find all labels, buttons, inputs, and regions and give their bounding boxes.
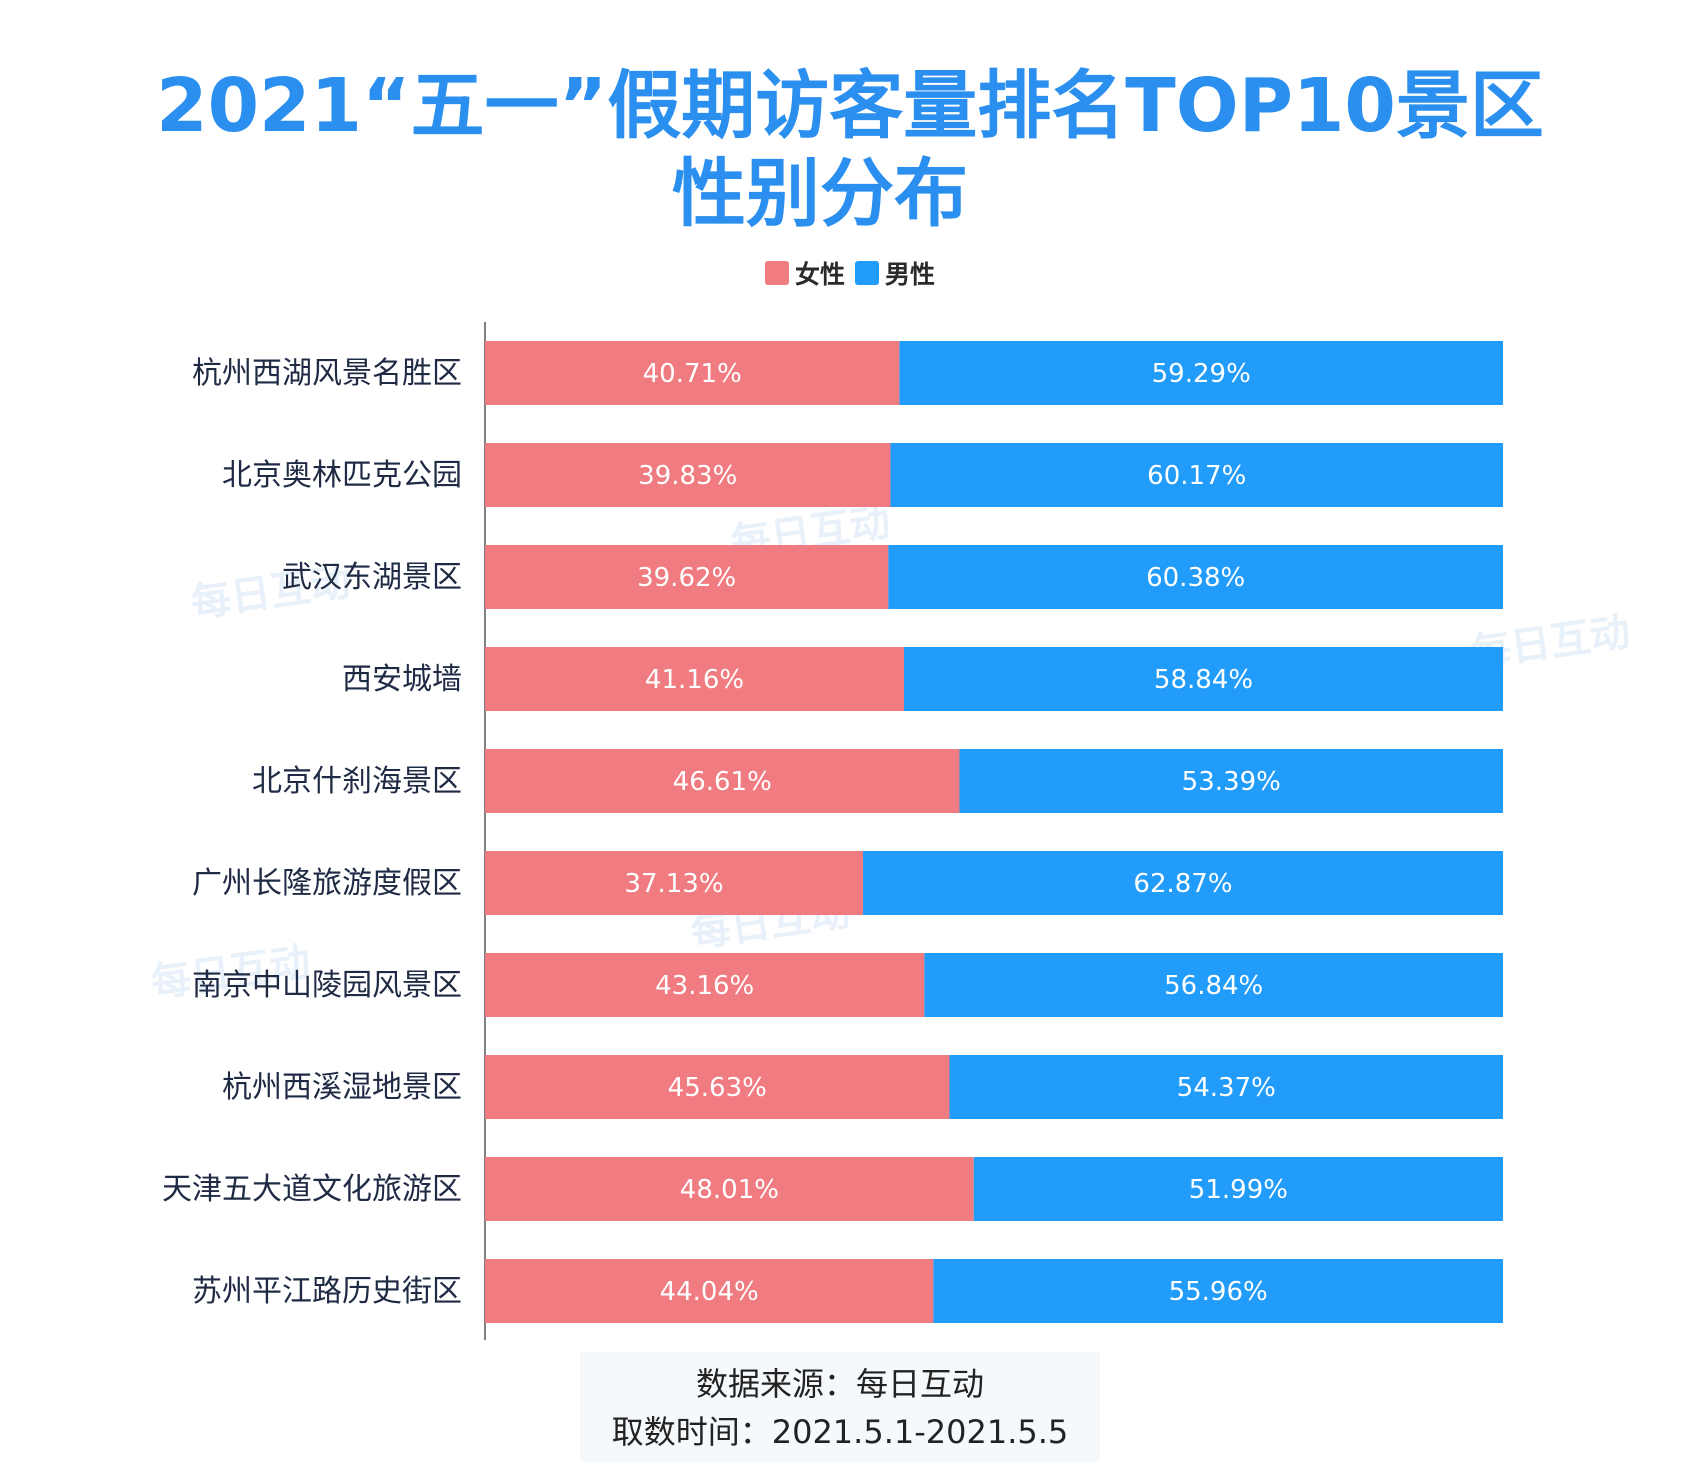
data-label-female: 46.61% (673, 767, 772, 797)
data-label-male: 53.39% (1182, 767, 1281, 797)
source-note: 数据来源：每日互动 取数时间：2021.5.1-2021.5.5 (580, 1352, 1100, 1462)
bar-female (485, 647, 905, 711)
data-label-male: 60.38% (1146, 563, 1245, 593)
chart-title-line1: 2021“五一”假期访客量排名TOP10景区 (156, 63, 1544, 149)
legend-label-female: 女性 (794, 260, 845, 289)
category-label: 苏州平江路历史街区 (192, 1274, 462, 1309)
legend-swatch-female (764, 261, 789, 285)
data-label-female: 39.62% (637, 563, 736, 593)
data-label-male: 54.37% (1177, 1073, 1276, 1103)
data-label-male: 56.84% (1164, 971, 1263, 1001)
bar-male (888, 545, 1503, 609)
bar-male (973, 1157, 1503, 1221)
data-label-female: 43.16% (655, 971, 754, 1001)
data-label-male: 60.17% (1147, 461, 1246, 491)
category-label: 杭州西湖风景名胜区 (192, 356, 462, 391)
chart-title-line2: 性别分布 (672, 151, 968, 237)
legend: 女性 男性 (0, 255, 1700, 291)
legend-item-female: 女性 (764, 255, 845, 291)
bar-male (949, 1055, 1503, 1119)
bar-female (485, 341, 900, 405)
category-label: 杭州西溪湿地景区 (222, 1070, 462, 1105)
bar-male (890, 443, 1503, 507)
category-label: 西安城墙 (342, 662, 462, 697)
bar-male (899, 341, 1503, 405)
data-label-female: 41.16% (645, 665, 744, 695)
bar-male (862, 851, 1503, 915)
data-label-female: 48.01% (680, 1175, 779, 1205)
legend-swatch-male (855, 261, 879, 285)
legend-label-male: 男性 (885, 260, 936, 289)
data-label-female: 45.63% (668, 1073, 767, 1103)
data-label-female: 39.83% (638, 461, 737, 491)
period-text: 取数时间：2021.5.1-2021.5.5 (611, 1413, 1069, 1451)
legend-item-male: 男性 (855, 255, 935, 291)
data-label-female: 40.71% (643, 359, 742, 389)
bar-male (933, 1259, 1503, 1323)
bar-male (924, 953, 1503, 1017)
bar-female (485, 1055, 950, 1119)
category-label: 北京奥林匹克公园 (222, 458, 462, 493)
bar-female (485, 953, 925, 1017)
data-label-female: 37.13% (624, 869, 723, 899)
bar-female (485, 443, 891, 507)
source-text: 数据来源：每日互动 (695, 1365, 984, 1403)
data-label-female: 44.04% (660, 1277, 759, 1307)
category-label: 天津五大道文化旅游区 (162, 1172, 462, 1207)
data-label-male: 58.84% (1154, 665, 1253, 695)
bar-male (959, 749, 1503, 813)
bar-female (485, 545, 889, 609)
bar-female (485, 851, 863, 915)
data-label-male: 55.96% (1169, 1277, 1268, 1307)
bar-female (485, 1157, 974, 1221)
data-label-male: 51.99% (1189, 1175, 1288, 1205)
category-label: 北京什刹海景区 (252, 764, 462, 799)
bar-female (485, 1259, 934, 1323)
data-label-male: 59.29% (1152, 359, 1251, 389)
category-label: 武汉东湖景区 (282, 560, 462, 595)
data-label-male: 62.87% (1133, 869, 1232, 899)
category-label: 广州长隆旅游度假区 (192, 866, 462, 901)
category-label: 南京中山陵园风景区 (192, 968, 462, 1003)
bar-female (485, 749, 960, 813)
bar-male (904, 647, 1503, 711)
